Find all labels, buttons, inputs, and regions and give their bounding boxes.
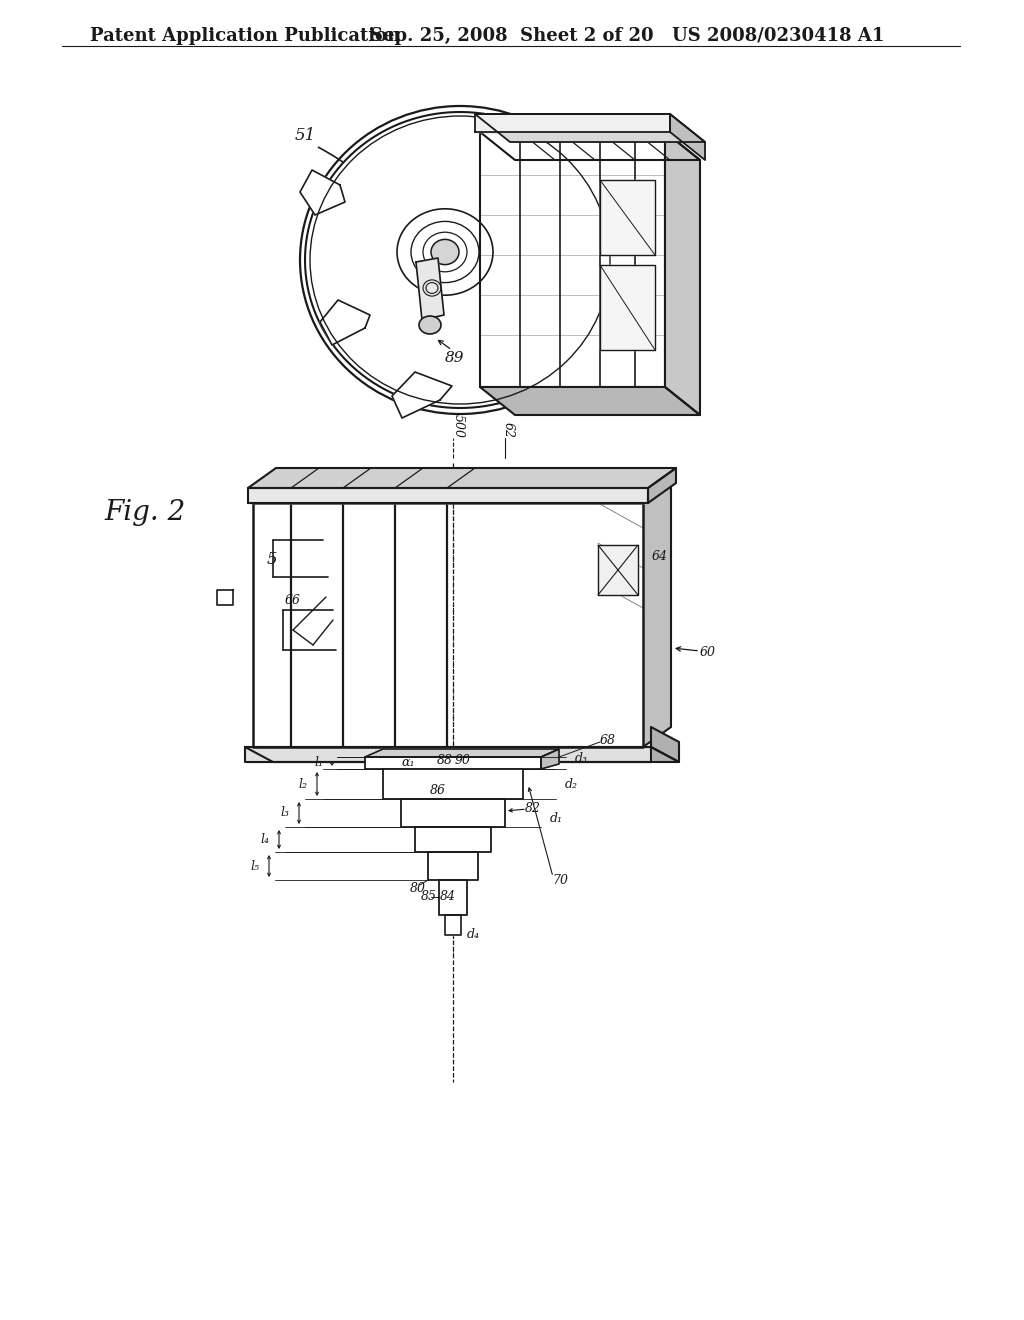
Text: l₁: l₁ xyxy=(314,756,324,770)
Text: d₂: d₂ xyxy=(564,777,578,791)
Polygon shape xyxy=(248,488,648,503)
Text: 500: 500 xyxy=(452,414,465,438)
Text: l₄: l₄ xyxy=(260,833,269,846)
Text: 66: 66 xyxy=(285,594,301,606)
Polygon shape xyxy=(651,727,679,762)
Text: 84: 84 xyxy=(440,891,456,903)
Polygon shape xyxy=(665,132,700,414)
Polygon shape xyxy=(305,112,615,408)
Text: Fig. 2: Fig. 2 xyxy=(104,499,185,525)
Polygon shape xyxy=(248,469,676,488)
Polygon shape xyxy=(439,880,467,915)
Text: 88: 88 xyxy=(437,755,453,767)
Text: d₁: d₁ xyxy=(550,813,562,825)
Polygon shape xyxy=(600,180,655,255)
Polygon shape xyxy=(365,756,541,770)
Polygon shape xyxy=(245,747,679,762)
Polygon shape xyxy=(600,265,655,350)
Polygon shape xyxy=(445,915,461,935)
Polygon shape xyxy=(416,257,444,319)
Text: 90: 90 xyxy=(455,755,471,767)
Text: 64: 64 xyxy=(652,550,668,564)
Polygon shape xyxy=(428,851,478,880)
Text: 82: 82 xyxy=(525,803,541,816)
Text: 70: 70 xyxy=(552,874,568,887)
Polygon shape xyxy=(480,132,665,387)
Text: US 2008/0230418 A1: US 2008/0230418 A1 xyxy=(672,26,885,45)
Polygon shape xyxy=(365,748,559,756)
Text: 62: 62 xyxy=(502,422,514,438)
Polygon shape xyxy=(383,770,523,799)
Polygon shape xyxy=(300,170,345,215)
Ellipse shape xyxy=(419,315,441,334)
Text: Patent Application Publication: Patent Application Publication xyxy=(90,26,400,45)
Polygon shape xyxy=(415,828,490,851)
Text: 86: 86 xyxy=(430,784,446,797)
Polygon shape xyxy=(541,748,559,770)
Text: l₂: l₂ xyxy=(299,777,307,791)
Polygon shape xyxy=(253,503,643,747)
Polygon shape xyxy=(319,300,370,345)
Text: 5: 5 xyxy=(266,552,278,569)
Text: 80: 80 xyxy=(410,882,426,895)
Polygon shape xyxy=(245,747,651,762)
Text: α₁: α₁ xyxy=(401,755,415,768)
Text: 89: 89 xyxy=(445,351,465,366)
Polygon shape xyxy=(475,114,705,143)
Text: 60: 60 xyxy=(700,645,716,659)
Polygon shape xyxy=(253,483,671,503)
Polygon shape xyxy=(401,799,505,828)
Polygon shape xyxy=(480,132,700,160)
Polygon shape xyxy=(643,483,671,747)
Text: 68: 68 xyxy=(600,734,616,747)
Text: d₄: d₄ xyxy=(467,928,479,941)
Text: 85: 85 xyxy=(421,891,437,903)
Text: l₅: l₅ xyxy=(251,859,259,873)
Polygon shape xyxy=(598,545,638,595)
Text: d₃: d₃ xyxy=(574,751,588,764)
Text: l₃: l₃ xyxy=(281,807,290,820)
Text: 51: 51 xyxy=(294,127,315,144)
Polygon shape xyxy=(670,114,705,160)
Text: Sep. 25, 2008  Sheet 2 of 20: Sep. 25, 2008 Sheet 2 of 20 xyxy=(370,26,653,45)
Ellipse shape xyxy=(431,239,459,264)
Polygon shape xyxy=(392,372,452,418)
Polygon shape xyxy=(475,114,670,132)
Polygon shape xyxy=(648,469,676,503)
Polygon shape xyxy=(217,590,233,605)
Polygon shape xyxy=(480,387,700,414)
